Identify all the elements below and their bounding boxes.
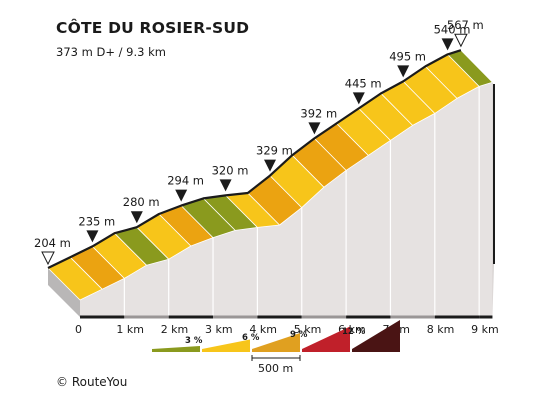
x-tick-label: 1 km bbox=[116, 323, 144, 336]
elevation-marker-label: 320 m bbox=[212, 163, 249, 177]
legend-gradient-swatch bbox=[152, 346, 200, 352]
chart-title: CÔTE DU ROSIER-SUD bbox=[56, 19, 250, 37]
x-tick-label: 3 km bbox=[205, 323, 233, 336]
elevation-markers-layer: 204 m 235 m 280 m 294 m 320 m 329 m 392 m 445 m… bbox=[34, 18, 484, 266]
x-tick-label: 8 km bbox=[427, 323, 455, 336]
profile-front-wall bbox=[80, 82, 493, 317]
elevation-marker-icon bbox=[454, 33, 468, 48]
elevation-marker-label: 204 m bbox=[34, 236, 71, 250]
elevation-marker-icon bbox=[352, 92, 365, 105]
elevation-marker-icon bbox=[41, 251, 55, 266]
x-tick-label: 2 km bbox=[161, 323, 189, 336]
elevation-marker-label: 495 m bbox=[389, 49, 426, 63]
gradient-legend: 3 % 6 % 9 % 12 % 500 m bbox=[152, 320, 400, 375]
elevation-marker-icon bbox=[86, 230, 99, 243]
elevation-marker-label: 540 m bbox=[434, 22, 471, 36]
profile-top-edge bbox=[47, 49, 462, 269]
elevation-marker-label: 567 m bbox=[447, 18, 484, 32]
elevation-marker-icon bbox=[175, 189, 188, 202]
legend-gradient-swatch bbox=[352, 320, 400, 352]
profile-start-side-face bbox=[48, 268, 80, 317]
x-tick-label: 9 km bbox=[471, 323, 499, 336]
elevation-marker-label: 329 m bbox=[256, 144, 293, 158]
legend-gradient-label: 3 % bbox=[185, 336, 203, 346]
legend-gradient-label: 12 % bbox=[342, 327, 366, 337]
brand-name[interactable]: RouteYou bbox=[71, 375, 128, 389]
x-tick-label: 0 bbox=[75, 323, 82, 336]
legend-gradient-swatch bbox=[202, 339, 250, 352]
copyright-footer: © RouteYou bbox=[56, 375, 127, 389]
copyright-icon: © bbox=[56, 375, 68, 389]
elevation-marker-label: 280 m bbox=[123, 195, 160, 209]
elevation-marker-icon bbox=[264, 159, 276, 172]
x-tick-label: 5 km bbox=[294, 323, 322, 336]
legend-gradient-swatch bbox=[252, 333, 300, 352]
chart-subtitle: 373 m D+ / 9.3 km bbox=[56, 45, 166, 59]
profile-wall-layer bbox=[48, 82, 495, 317]
elevation-marker-icon bbox=[397, 65, 410, 78]
x-axis-layer: 01 km2 km3 km4 km5 km6 km7 km8 km9 km bbox=[75, 315, 499, 336]
elevation-marker-label: 445 m bbox=[345, 76, 382, 90]
elevation-marker-label: 392 m bbox=[300, 106, 337, 120]
elevation-marker-icon bbox=[308, 122, 321, 135]
elevation-marker-label: 294 m bbox=[167, 174, 204, 188]
elevation-marker-label: 235 m bbox=[78, 214, 115, 228]
profile-surface-layer bbox=[47, 49, 493, 301]
legend-gradient-label: 9 % bbox=[290, 330, 308, 340]
elevation-marker-icon bbox=[441, 38, 454, 51]
legend-gradient-swatch bbox=[302, 326, 350, 352]
elevation-marker-icon bbox=[219, 179, 232, 192]
elevation-marker-icon bbox=[130, 211, 143, 224]
legend-scale-label: 500 m bbox=[258, 362, 293, 375]
x-tick-label: 4 km bbox=[249, 323, 277, 336]
legend-gradient-label: 6 % bbox=[242, 333, 260, 343]
